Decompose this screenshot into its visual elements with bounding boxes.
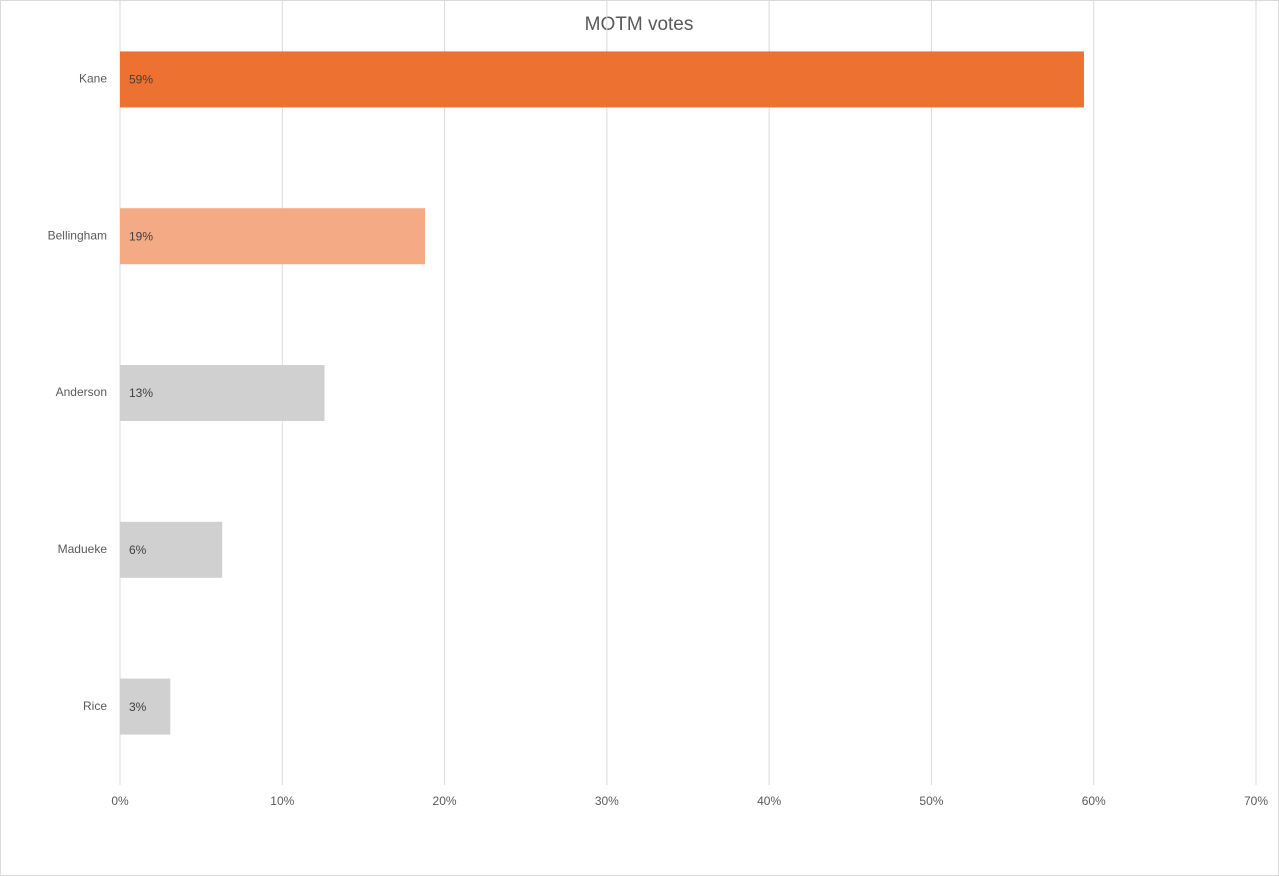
x-tick-label: 30% — [595, 794, 619, 808]
y-tick-label: Madueke — [58, 542, 108, 556]
y-tick-label: Rice — [83, 699, 107, 713]
x-tick-label: 10% — [270, 794, 294, 808]
x-tick-label: 0% — [111, 794, 129, 808]
bar — [120, 208, 426, 265]
x-tick-label: 50% — [919, 794, 943, 808]
data-label: 6% — [129, 543, 147, 557]
data-label: 19% — [129, 229, 153, 243]
y-tick-label: Anderson — [56, 385, 107, 399]
x-tick-label: 20% — [433, 794, 457, 808]
bar — [120, 521, 223, 578]
y-tick-label: Kane — [79, 72, 107, 86]
x-tick-label: 70% — [1244, 794, 1268, 808]
bar — [120, 365, 325, 421]
bar — [120, 678, 171, 735]
data-label: 59% — [129, 73, 153, 87]
x-tick-label: 60% — [1082, 794, 1106, 808]
data-label: 3% — [129, 700, 147, 714]
x-tick-label: 40% — [757, 794, 781, 808]
bar — [120, 51, 1084, 108]
y-tick-label: Bellingham — [48, 228, 107, 242]
chart-title: MOTM votes — [585, 14, 694, 35]
data-label: 13% — [129, 386, 153, 400]
